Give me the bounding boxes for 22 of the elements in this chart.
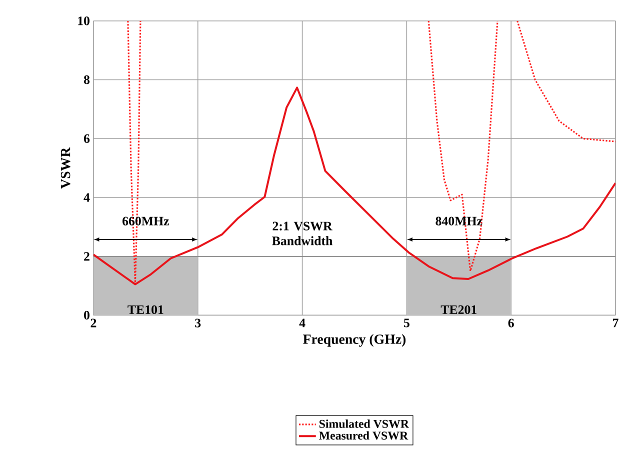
line-series (93, 86, 616, 286)
x-axis-title: Frequency (GHz) (303, 334, 406, 347)
annotation: 2:1 VSWR Bandwidth (272, 222, 333, 246)
y-axis-title: VSWR (60, 146, 70, 189)
x-tick-label: 4 (299, 318, 306, 328)
y-tick-label: 0 (84, 310, 90, 320)
y-tick-label: 10 (78, 16, 90, 26)
y-tick-label: 2 (84, 252, 90, 260)
annotation: 660MHz (122, 216, 169, 226)
annotation: 840MHz (436, 216, 482, 226)
y-tick-label: 6 (84, 134, 90, 143)
x-tick-label: 5 (404, 318, 410, 328)
legend-label: Simulated VSWR (319, 419, 410, 428)
y-tick-label: 4 (84, 193, 90, 202)
legend-label: Measured VSWR (319, 431, 408, 440)
x-tick-label: 7 (612, 318, 618, 327)
band-label: TE101 (128, 305, 164, 314)
x-tick-label: 3 (195, 318, 201, 328)
y-tick-label: 8 (84, 75, 90, 84)
band-label: TE201 (440, 305, 476, 314)
x-tick-label: 2 (90, 318, 96, 328)
x-tick-label: 6 (508, 318, 514, 328)
